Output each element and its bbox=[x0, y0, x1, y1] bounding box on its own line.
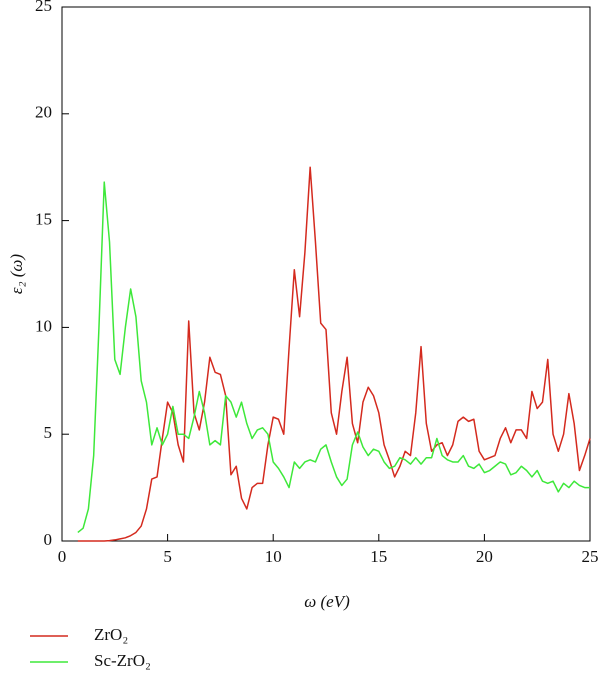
y-tick-label: 25 bbox=[35, 0, 52, 15]
x-tick-label: 10 bbox=[265, 547, 282, 566]
y-tick-label: 20 bbox=[35, 103, 52, 122]
x-tick-label: 5 bbox=[163, 547, 172, 566]
legend-label: Sc-ZrO₂ bbox=[94, 651, 151, 670]
y-tick-label: 10 bbox=[35, 316, 52, 335]
data-line bbox=[77, 166, 591, 542]
x-tick-label: 20 bbox=[476, 547, 493, 566]
legend-label: ZrO₂ bbox=[94, 625, 128, 644]
x-axis-label: ω (eV) bbox=[304, 592, 350, 611]
y-tick-label: 5 bbox=[44, 423, 53, 442]
plot-frame bbox=[61, 6, 591, 542]
y-tick-label: 15 bbox=[35, 210, 52, 229]
y-tick-label: 0 bbox=[44, 530, 53, 549]
x-tick-label: 25 bbox=[582, 547, 599, 566]
x-tick-label: 15 bbox=[370, 547, 387, 566]
data-line bbox=[77, 181, 590, 534]
y-axis-label: ε₂ (ω) bbox=[7, 254, 26, 295]
x-tick-label: 0 bbox=[58, 547, 67, 566]
